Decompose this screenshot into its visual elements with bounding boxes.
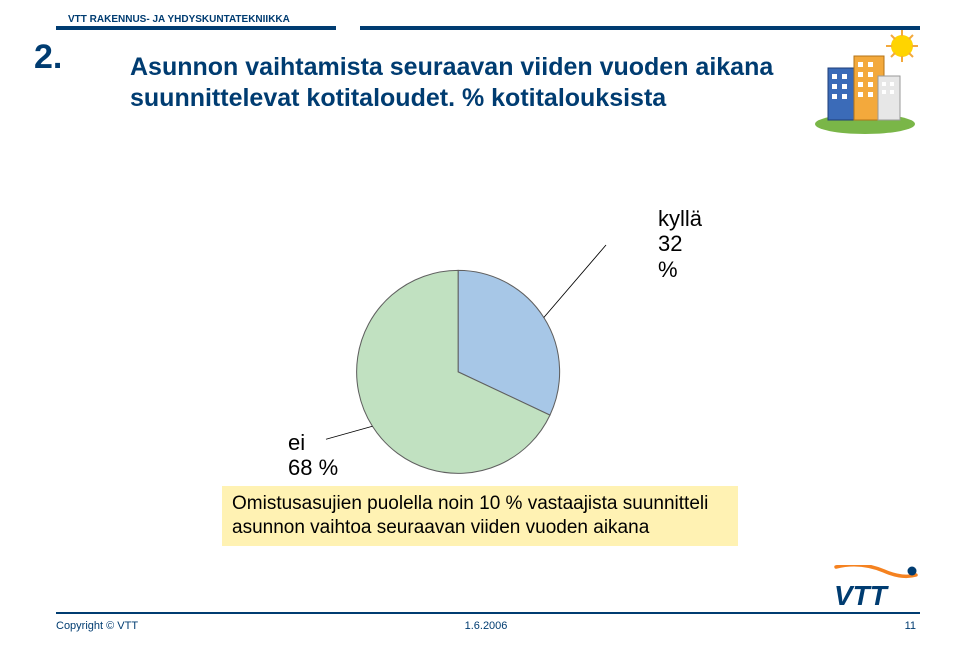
slice-label-ei: ei 68 % bbox=[288, 430, 338, 481]
page-title: Asunnon vaihtamista seuraavan viiden vuo… bbox=[130, 52, 800, 115]
title-line2: suunnittelevat kotitaloudet. % kotitalou… bbox=[130, 84, 666, 112]
footer-date: 1.6.2006 bbox=[343, 620, 630, 632]
footer: Copyright © VTT 1.6.2006 11 bbox=[56, 612, 920, 632]
slice-kylla-pct: 32 % bbox=[658, 231, 682, 281]
title-line1: Asunnon vaihtamista seuraavan viiden vuo… bbox=[130, 53, 773, 81]
section-number: 2. bbox=[34, 38, 62, 77]
slice-ei-name: ei bbox=[288, 430, 305, 455]
corner-illustration bbox=[810, 28, 920, 138]
org-line: VTT RAKENNUS- JA YHDYSKUNTATEKNIIKKA bbox=[64, 14, 294, 25]
slice-kylla-name: kyllä bbox=[658, 206, 702, 231]
pie-chart: kyllä 32 % ei 68 % bbox=[270, 200, 690, 500]
svg-text:VTT: VTT bbox=[834, 580, 890, 611]
footnote-box: Omistusasujien puolella noin 10 % vastaa… bbox=[222, 486, 738, 546]
slice-ei-pct: 68 % bbox=[288, 455, 338, 480]
footer-page: 11 bbox=[629, 620, 920, 632]
header-rule-left bbox=[56, 26, 336, 30]
vtt-logo: VTT bbox=[830, 565, 920, 616]
footer-copyright: Copyright © VTT bbox=[56, 620, 343, 632]
slice-label-kylla: kyllä 32 % bbox=[658, 206, 702, 282]
